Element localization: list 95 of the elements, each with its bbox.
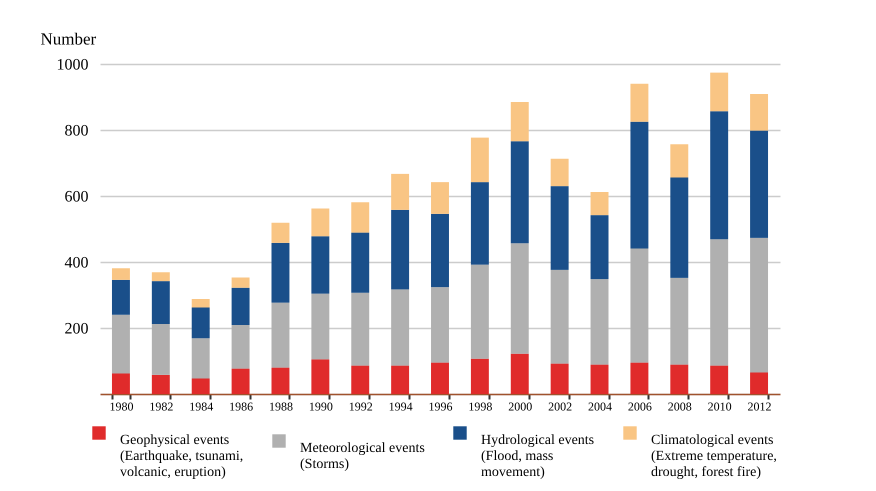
bar xyxy=(391,174,410,210)
bar xyxy=(750,94,768,131)
x-tick-label: 1996 xyxy=(428,400,452,414)
x-tick-label: 1982 xyxy=(149,400,174,414)
bar xyxy=(431,287,449,363)
bar xyxy=(630,84,648,122)
bar xyxy=(590,215,609,280)
bar xyxy=(112,268,130,280)
bar xyxy=(311,208,330,236)
x-tick-label: 2012 xyxy=(748,400,772,414)
bar xyxy=(232,278,250,288)
bar xyxy=(232,325,250,369)
bar xyxy=(232,288,250,326)
bar xyxy=(590,364,609,394)
bar xyxy=(750,238,768,373)
bar xyxy=(470,264,489,359)
bar xyxy=(192,378,210,394)
bar xyxy=(311,359,330,394)
bar xyxy=(271,222,290,243)
bar xyxy=(152,272,170,282)
x-tick-label: 1980 xyxy=(109,400,134,414)
bar xyxy=(192,298,210,308)
bar xyxy=(351,366,370,394)
legend-label: Meteorological events (Storms) xyxy=(300,441,425,472)
x-tick-label: 2008 xyxy=(668,400,692,414)
bar xyxy=(112,374,130,394)
bar xyxy=(550,186,569,270)
legend-label: Hydrological events (Flood, mass movement) xyxy=(481,433,594,480)
bar xyxy=(750,130,768,238)
x-tick-label: 1992 xyxy=(348,400,373,414)
bar xyxy=(710,239,728,366)
bar xyxy=(152,374,170,394)
x-tick-label: 1994 xyxy=(388,400,413,414)
bar xyxy=(311,236,330,294)
bar xyxy=(510,354,529,394)
x-tick-label: 2006 xyxy=(628,400,652,414)
bar xyxy=(670,178,688,278)
y-tick-label: 800 xyxy=(64,122,88,140)
bar xyxy=(271,242,290,303)
bar xyxy=(510,102,529,142)
x-tick-label: 1998 xyxy=(468,400,492,414)
bar xyxy=(351,202,370,233)
bar xyxy=(710,111,728,240)
y-tick-label: 1000 xyxy=(56,56,88,74)
bar xyxy=(750,372,768,394)
bar xyxy=(152,281,170,324)
bar xyxy=(192,338,210,378)
bar xyxy=(152,324,170,375)
x-tick-label: 1986 xyxy=(229,400,254,414)
x-tick-label: 2004 xyxy=(588,400,612,414)
y-tick-label: 400 xyxy=(64,254,88,272)
bar xyxy=(670,364,688,394)
bar xyxy=(192,308,210,338)
bar xyxy=(470,358,489,394)
legend-label: Geophysical events (Earthquake, tsunami, volcanic, eruption) xyxy=(120,433,244,480)
y-axis-title: Number xyxy=(40,30,97,48)
legend-label: Climatological events (Extreme temperature, drought, forest fire) xyxy=(651,433,777,480)
bar xyxy=(232,368,250,394)
x-tick-label: 1988 xyxy=(268,400,293,414)
bar xyxy=(550,158,569,186)
bar xyxy=(550,270,569,364)
bar xyxy=(470,138,489,182)
x-tick-label: 2010 xyxy=(708,400,732,414)
y-tick-label: 200 xyxy=(64,320,88,338)
bar xyxy=(630,248,648,363)
bar xyxy=(431,214,449,288)
bar xyxy=(670,278,688,365)
bar xyxy=(710,366,728,394)
bar xyxy=(510,243,529,354)
bar xyxy=(630,122,648,248)
bar xyxy=(351,292,370,366)
bar xyxy=(470,182,489,265)
bar xyxy=(112,280,130,315)
bar xyxy=(710,72,728,112)
bar xyxy=(271,302,290,368)
bar xyxy=(550,364,569,394)
bar xyxy=(271,368,290,394)
x-tick-label: 1984 xyxy=(189,400,214,414)
bar xyxy=(590,192,609,216)
bar xyxy=(351,232,370,293)
bar xyxy=(391,210,410,290)
bar xyxy=(391,289,410,366)
x-tick-label: 1990 xyxy=(308,400,333,414)
bar xyxy=(431,362,449,394)
bar xyxy=(630,362,648,394)
bar xyxy=(311,294,330,360)
y-tick-label: 600 xyxy=(64,188,88,206)
x-tick-label: 2000 xyxy=(508,400,532,414)
bar xyxy=(431,182,449,214)
bar xyxy=(391,366,410,394)
bar xyxy=(590,279,609,365)
bar xyxy=(670,144,688,178)
x-tick-label: 2002 xyxy=(548,400,572,414)
bar xyxy=(510,141,529,244)
bar xyxy=(112,314,130,374)
